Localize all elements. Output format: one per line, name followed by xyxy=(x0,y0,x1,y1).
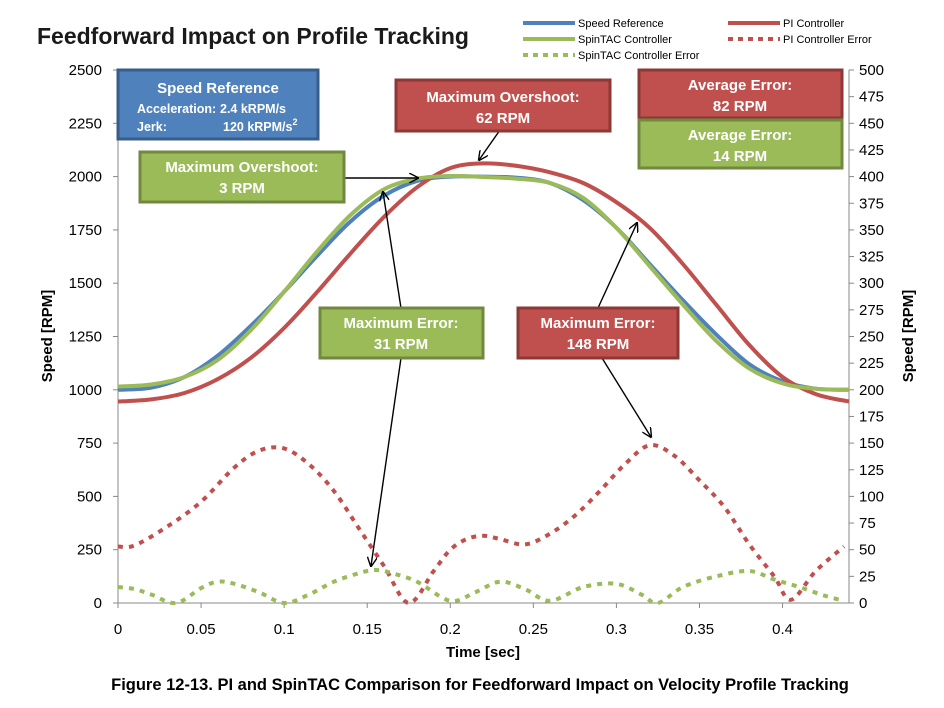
jerk-label: Jerk: xyxy=(137,120,167,134)
plot-series xyxy=(117,161,850,606)
y2-tick-label: 25 xyxy=(859,568,876,585)
legend-label-speed-reference: Speed Reference xyxy=(578,18,664,30)
y2-tick-label: 150 xyxy=(859,435,884,452)
y-tick-label: 1250 xyxy=(69,329,102,346)
legend-label-spintac-controller-error: SpinTAC Controller Error xyxy=(578,50,700,62)
y2-tick-label: 375 xyxy=(859,195,884,212)
y2-tick-label: 300 xyxy=(859,275,884,292)
spintac-average-error-value: 14 RPM xyxy=(713,148,767,165)
pi-overshoot-title: Maximum Overshoot: xyxy=(426,89,579,106)
pi-max-error-title: Maximum Error: xyxy=(540,315,655,332)
y2-axis-label: Speed [RPM] xyxy=(900,290,917,383)
y-tick-label: 1000 xyxy=(69,382,102,399)
x-tick-label: 0.05 xyxy=(186,621,215,638)
y2-tick-label: 425 xyxy=(859,142,884,159)
annotation-arrows xyxy=(344,129,651,566)
series-line-spintac-controller xyxy=(117,173,850,392)
x-tick-label: 0.1 xyxy=(274,621,295,638)
arrow-spintac-max-error-up xyxy=(383,192,402,309)
x-axis-label: Time [sec] xyxy=(446,644,520,661)
arrow-pi-max-error-down xyxy=(601,357,651,437)
y2-tick-label: 225 xyxy=(859,355,884,372)
x-axis-ticks: 0 0.05 0.1 0.15 0.2 0.25 0.3 0.35 0.4 xyxy=(114,603,793,638)
pi-max-error-value: 148 RPM xyxy=(567,336,630,353)
spintac-overshoot-box: Maximum Overshoot: 3 RPM xyxy=(138,150,346,204)
x-tick-label: 0.3 xyxy=(606,621,627,638)
spintac-average-error-box: Average Error: 14 RPM xyxy=(637,118,844,170)
x-tick-label: 0 xyxy=(114,621,122,638)
pi-average-error-title: Average Error: xyxy=(688,77,793,94)
jerk-value: 120 kRPM/s2 xyxy=(223,117,298,134)
series-line-pi-controller-error xyxy=(117,443,846,605)
x-tick-label: 0.25 xyxy=(519,621,548,638)
x-tick-label: 0.15 xyxy=(353,621,382,638)
speed-reference-box: Speed Reference Acceleration: 2.4 kRPM/s… xyxy=(116,68,320,141)
y2-tick-label: 125 xyxy=(859,462,884,479)
acceleration-value: 2.4 kRPM/s xyxy=(220,102,286,116)
y2-tick-label: 75 xyxy=(859,515,876,532)
spintac-max-error-box: Maximum Error: 31 RPM xyxy=(318,306,485,360)
x-tick-label: 0.4 xyxy=(772,621,793,638)
spintac-overshoot-title: Maximum Overshoot: xyxy=(165,159,318,176)
y-tick-label: 2000 xyxy=(69,169,102,186)
y2-tick-label: 475 xyxy=(859,89,884,106)
y-axis-label: Speed [RPM] xyxy=(39,290,56,383)
acceleration-label: Acceleration: xyxy=(137,102,216,116)
x-tick-label: 0.35 xyxy=(685,621,714,638)
y2-tick-label: 0 xyxy=(859,595,867,612)
legend-label-pi-controller: PI Controller xyxy=(783,18,844,30)
arrow-spintac-max-error-down xyxy=(371,357,402,566)
spintac-max-error-title: Maximum Error: xyxy=(343,315,458,332)
y-axis-ticks: 0 250 500 750 1000 1250 1500 1750 2000 2250 2500 xyxy=(69,62,118,612)
y-tick-label: 1500 xyxy=(69,275,102,292)
spintac-overshoot-value: 3 RPM xyxy=(219,180,265,197)
y-tick-label: 500 xyxy=(77,488,102,505)
y2-tick-label: 400 xyxy=(859,169,884,186)
y2-tick-label: 325 xyxy=(859,249,884,266)
pi-overshoot-value: 62 RPM xyxy=(476,110,530,127)
y2-tick-label: 175 xyxy=(859,408,884,425)
legend-label-spintac-controller: SpinTAC Controller xyxy=(578,34,672,46)
y2-tick-label: 250 xyxy=(859,329,884,346)
y2-tick-label: 200 xyxy=(859,382,884,399)
y2-tick-label: 50 xyxy=(859,542,876,559)
pi-average-error-value: 82 RPM xyxy=(713,98,767,115)
spintac-max-error-value: 31 RPM xyxy=(374,336,428,353)
y2-tick-label: 350 xyxy=(859,222,884,239)
arrow-pi-max-error-up xyxy=(597,223,637,309)
y2-tick-label: 500 xyxy=(859,62,884,79)
y2-axis-ticks: 0 25 50 75 100 125 150 175 200 225 250 275 300 325 350… xyxy=(849,62,884,612)
y-tick-label: 250 xyxy=(77,542,102,559)
y-tick-label: 2250 xyxy=(69,115,102,132)
figure-caption: Figure 12-13. PI and SpinTAC Comparison … xyxy=(111,676,849,694)
series-line-spintac-controller-error xyxy=(117,568,845,606)
arrow-pi-overshoot xyxy=(479,129,501,160)
x-tick-label: 0.2 xyxy=(440,621,461,638)
legend: Speed Reference SpinTAC Controller SpinT… xyxy=(523,18,872,62)
pi-overshoot-box: Maximum Overshoot: 62 RPM xyxy=(394,78,612,133)
chart-title: Feedforward Impact on Profile Tracking xyxy=(37,23,469,49)
y2-tick-label: 100 xyxy=(859,488,884,505)
y-tick-label: 0 xyxy=(94,595,102,612)
series-line-pi-controller xyxy=(117,161,850,404)
pi-average-error-box: Average Error: 82 RPM xyxy=(637,68,844,120)
y-tick-label: 1750 xyxy=(69,222,102,239)
y2-tick-label: 450 xyxy=(859,115,884,132)
y-tick-label: 750 xyxy=(77,435,102,452)
legend-label-pi-controller-error: PI Controller Error xyxy=(783,34,872,46)
y-tick-label: 2500 xyxy=(69,62,102,79)
pi-max-error-box: Maximum Error: 148 RPM xyxy=(516,306,680,360)
speed-reference-box-title: Speed Reference xyxy=(157,80,279,97)
spintac-average-error-title: Average Error: xyxy=(688,127,793,144)
y2-tick-label: 275 xyxy=(859,302,884,319)
